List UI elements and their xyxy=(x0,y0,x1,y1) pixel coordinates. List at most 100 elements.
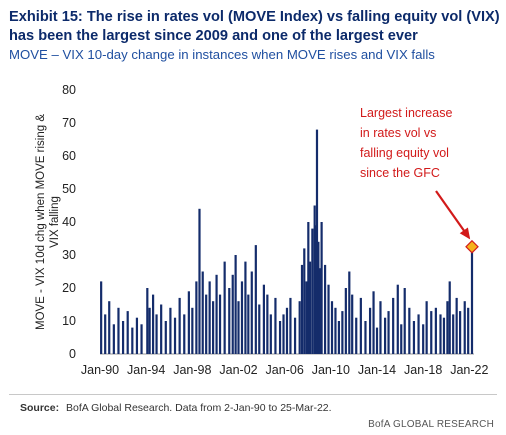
data-bar xyxy=(400,324,403,354)
data-bar xyxy=(155,314,158,354)
data-bar xyxy=(330,301,334,354)
annotation-text-line: since the GFC xyxy=(360,166,440,180)
data-bar xyxy=(234,255,237,354)
data-bar xyxy=(396,284,399,354)
data-bar xyxy=(254,245,257,354)
annotation-text-line: Largest increase xyxy=(360,106,452,120)
data-bar xyxy=(258,304,261,354)
data-bar xyxy=(208,281,211,354)
data-bar xyxy=(305,281,308,354)
data-bar xyxy=(195,281,198,354)
data-bar xyxy=(446,301,449,354)
data-bar xyxy=(218,294,222,354)
y-tick-label: 80 xyxy=(62,83,76,97)
data-bar xyxy=(452,314,455,354)
data-bar xyxy=(278,321,282,354)
footer: Source: BofA Global Research. Data from … xyxy=(0,394,506,435)
chart-subtitle: MOVE – VIX 10-day change in instances wh… xyxy=(9,47,435,62)
x-tick-label: Jan-02 xyxy=(219,363,257,377)
data-bar xyxy=(205,294,208,354)
data-bar xyxy=(320,222,323,354)
data-bar xyxy=(108,301,111,354)
data-bar xyxy=(364,321,367,354)
data-bar xyxy=(315,129,319,354)
data-bar xyxy=(439,314,442,354)
annotation-arrow xyxy=(435,190,470,239)
data-bar xyxy=(318,268,321,354)
data-bar xyxy=(121,321,125,354)
data-bar xyxy=(430,311,433,354)
data-bar xyxy=(344,288,347,354)
data-bar xyxy=(223,261,226,354)
y-axis-label-line: MOVE - VIX 10d chg when MOVE rising & xyxy=(35,114,47,330)
data-bar xyxy=(201,271,204,354)
data-bar xyxy=(379,301,382,354)
data-bar xyxy=(212,301,215,354)
chart-title-line-2: has been the largest since 2009 and one … xyxy=(9,28,418,44)
data-bar xyxy=(348,271,351,354)
data-bar xyxy=(375,327,379,354)
data-bar xyxy=(351,294,354,354)
data-bar xyxy=(269,314,272,354)
latest-point-marker xyxy=(465,239,479,254)
data-bar xyxy=(237,301,240,354)
data-bar xyxy=(448,281,451,354)
data-bar xyxy=(160,304,163,354)
footer-divider xyxy=(9,394,497,395)
data-bar xyxy=(463,301,466,354)
data-bar xyxy=(359,297,362,354)
data-bar xyxy=(266,294,269,354)
data-bar xyxy=(183,314,186,354)
source-text: BofA Global Research. Data from 2-Jan-90… xyxy=(66,402,332,414)
x-tick-label: Jan-18 xyxy=(404,363,442,377)
data-bar xyxy=(341,311,344,354)
data-bar xyxy=(131,327,134,354)
y-tick-label: 30 xyxy=(62,248,76,262)
data-bar xyxy=(300,264,304,354)
data-bar xyxy=(442,317,446,354)
x-tick-label: Jan-10 xyxy=(312,363,350,377)
data-bar xyxy=(459,311,462,354)
data-bar xyxy=(231,274,234,354)
data-bar xyxy=(262,284,265,354)
y-tick-label: 10 xyxy=(62,314,76,328)
data-bar xyxy=(313,205,316,354)
data-bar xyxy=(173,317,177,354)
data-bar xyxy=(289,297,292,354)
x-tick-label: Jan-06 xyxy=(266,363,304,377)
x-tick-label: Jan-14 xyxy=(358,363,396,377)
data-bar xyxy=(434,307,437,354)
data-bar xyxy=(311,228,314,354)
data-bar xyxy=(169,307,172,354)
data-bar xyxy=(104,314,107,354)
annotation-text-line: falling equity vol xyxy=(360,146,449,160)
data-bar xyxy=(135,317,139,354)
data-bar xyxy=(151,294,155,354)
data-bar xyxy=(455,297,458,354)
data-bar xyxy=(412,321,416,354)
data-bar xyxy=(470,246,474,354)
data-bar xyxy=(355,317,358,354)
data-bar xyxy=(392,297,395,354)
data-bar xyxy=(408,307,411,354)
source-label: Source: xyxy=(20,402,60,414)
y-tick-label: 60 xyxy=(62,149,76,163)
plot-area: 0 10 20 30 40 50 60 70 80 MOVE - VIX 10d chg when… xyxy=(35,83,488,377)
brand-label: BofA GLOBAL RESEARCH xyxy=(368,419,494,430)
data-bar xyxy=(164,321,167,354)
data-bar xyxy=(298,301,301,354)
data-bar xyxy=(417,314,420,354)
data-bar xyxy=(387,311,390,354)
data-bar xyxy=(282,314,285,354)
data-bar xyxy=(337,321,341,354)
data-bar xyxy=(368,307,372,354)
data-bar xyxy=(274,297,277,354)
x-tick-label: Jan-90 xyxy=(81,363,119,377)
x-tick-label: Jan-98 xyxy=(173,363,211,377)
data-bar xyxy=(308,261,312,354)
data-bar xyxy=(327,284,330,354)
y-tick-label: 0 xyxy=(69,347,76,361)
data-bar xyxy=(215,274,218,354)
data-bar xyxy=(285,307,289,354)
data-bar xyxy=(244,261,247,354)
